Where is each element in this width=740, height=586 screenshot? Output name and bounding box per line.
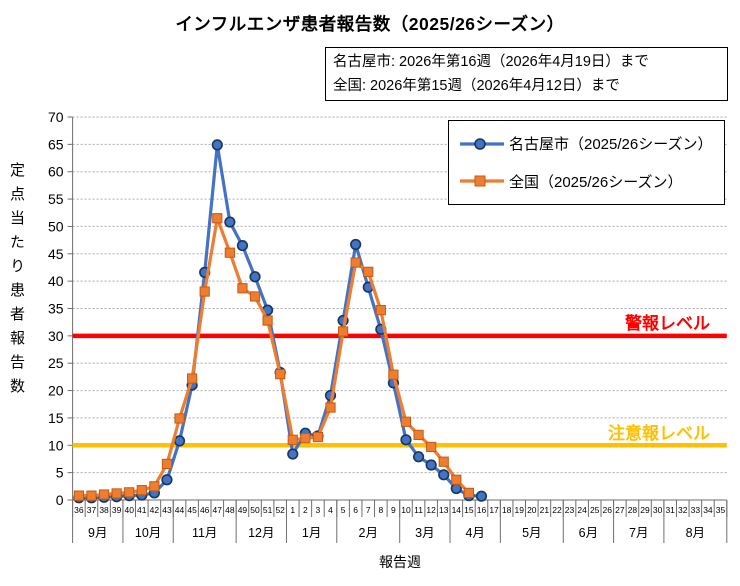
svg-text:40: 40 <box>124 505 134 515</box>
svg-text:15: 15 <box>48 410 64 426</box>
svg-text:37: 37 <box>87 505 97 515</box>
svg-text:32: 32 <box>678 505 688 515</box>
legend: 名古屋市（2025/26シーズン） 全国（2025/26シーズン） <box>448 120 725 205</box>
svg-text:10: 10 <box>401 505 411 515</box>
svg-text:23: 23 <box>565 505 575 515</box>
svg-text:11: 11 <box>414 505 423 515</box>
svg-text:52: 52 <box>275 505 285 515</box>
caution-level-label: 注意報レベル <box>608 424 710 443</box>
x-axis-title: 報告週 <box>379 554 421 570</box>
svg-text:8月: 8月 <box>686 526 705 540</box>
svg-text:27: 27 <box>615 505 625 515</box>
svg-text:11月: 11月 <box>192 526 217 540</box>
y-axis-title: 定点当たり患者報告数 <box>8 162 25 402</box>
svg-text:20: 20 <box>527 505 537 515</box>
coverage-line-nagoya: 名古屋市: 2026年第16週（2026年4月19日）まで <box>333 54 649 70</box>
series-nagoya <box>73 139 488 504</box>
coverage-line-national: 全国: 2026年第15週（2026年4月12日）まで <box>333 78 620 94</box>
svg-text:39: 39 <box>112 505 122 515</box>
svg-text:33: 33 <box>691 505 701 515</box>
svg-text:15: 15 <box>464 505 474 515</box>
warning-level-label: 警報レベル <box>625 314 710 333</box>
svg-text:9月: 9月 <box>88 526 107 540</box>
svg-text:0: 0 <box>56 492 64 508</box>
svg-text:47: 47 <box>213 505 223 515</box>
svg-text:46: 46 <box>200 505 210 515</box>
svg-text:35: 35 <box>716 505 726 515</box>
svg-text:55: 55 <box>48 191 64 207</box>
svg-text:34: 34 <box>703 505 713 515</box>
series-national <box>73 213 474 501</box>
legend-item-nagoya: 名古屋市（2025/26シーズン） <box>458 133 724 154</box>
svg-text:50: 50 <box>250 505 260 515</box>
svg-text:6月: 6月 <box>579 526 598 540</box>
y-axis-ticks: 0 5 10 15 20 25 30 35 40 45 50 55 60 65 70 <box>48 109 73 508</box>
svg-text:1: 1 <box>290 505 295 515</box>
svg-text:31: 31 <box>665 505 675 515</box>
svg-text:35: 35 <box>48 301 64 317</box>
svg-text:30: 30 <box>48 328 64 344</box>
svg-text:12月: 12月 <box>248 526 274 540</box>
svg-text:41: 41 <box>137 505 147 515</box>
nagoya-line-marker-icon <box>460 137 504 150</box>
svg-text:30: 30 <box>653 505 663 515</box>
svg-text:36: 36 <box>74 505 84 515</box>
svg-text:7月: 7月 <box>629 526 648 540</box>
svg-text:3: 3 <box>316 505 321 515</box>
svg-text:4月: 4月 <box>465 526 484 540</box>
x-axis-labels: 36 37 38 39 40 41 42 43 44 45 46 47 48 49 50 51 52 1 2 3 4 5 6… <box>72 500 728 543</box>
svg-text:28: 28 <box>628 505 638 515</box>
svg-text:1月: 1月 <box>302 526 321 540</box>
svg-text:16: 16 <box>477 505 487 515</box>
svg-text:51: 51 <box>263 505 273 515</box>
svg-text:40: 40 <box>48 273 64 289</box>
svg-text:24: 24 <box>577 505 587 515</box>
svg-text:65: 65 <box>48 136 64 152</box>
svg-text:2月: 2月 <box>359 526 378 540</box>
svg-text:60: 60 <box>48 164 64 180</box>
svg-text:3月: 3月 <box>415 526 434 540</box>
svg-text:18: 18 <box>502 505 512 515</box>
svg-text:5: 5 <box>341 505 346 515</box>
legend-label-national: 全国（2025/26シーズン） <box>509 173 683 191</box>
svg-text:10: 10 <box>48 437 64 453</box>
svg-text:13: 13 <box>439 505 449 515</box>
legend-item-national: 全国（2025/26シーズン） <box>458 171 724 192</box>
svg-text:20: 20 <box>48 383 64 399</box>
svg-text:45: 45 <box>48 246 64 262</box>
svg-text:12: 12 <box>426 505 436 515</box>
svg-text:21: 21 <box>540 505 550 515</box>
svg-text:14: 14 <box>452 505 462 515</box>
svg-text:5月: 5月 <box>522 526 541 540</box>
svg-text:49: 49 <box>238 505 248 515</box>
svg-text:22: 22 <box>552 505 562 515</box>
svg-text:8: 8 <box>378 505 383 515</box>
svg-text:9: 9 <box>391 505 396 515</box>
svg-text:26: 26 <box>603 505 613 515</box>
svg-text:29: 29 <box>640 505 650 515</box>
svg-text:44: 44 <box>175 505 185 515</box>
svg-text:4: 4 <box>328 505 333 515</box>
svg-text:10月: 10月 <box>135 526 161 540</box>
svg-text:42: 42 <box>150 505 160 515</box>
svg-text:17: 17 <box>489 505 499 515</box>
svg-text:7: 7 <box>366 505 371 515</box>
svg-text:19: 19 <box>514 505 524 515</box>
svg-text:25: 25 <box>48 355 64 371</box>
svg-text:2: 2 <box>303 505 308 515</box>
svg-text:5: 5 <box>56 465 64 481</box>
svg-text:45: 45 <box>187 505 197 515</box>
chart-title: インフルエンザ患者報告数（2025/26シーズン） <box>175 14 565 34</box>
svg-text:38: 38 <box>99 505 109 515</box>
legend-label-nagoya: 名古屋市（2025/26シーズン） <box>509 136 713 154</box>
svg-text:43: 43 <box>162 505 172 515</box>
national-line-marker-icon <box>460 175 504 187</box>
svg-text:50: 50 <box>48 218 64 234</box>
data-coverage-box: 名古屋市: 2026年第16週（2026年4月19日）まで 全国: 2026年第… <box>325 47 728 101</box>
svg-text:70: 70 <box>48 109 64 125</box>
svg-text:25: 25 <box>590 505 600 515</box>
svg-text:6: 6 <box>353 505 358 515</box>
svg-text:48: 48 <box>225 505 235 515</box>
